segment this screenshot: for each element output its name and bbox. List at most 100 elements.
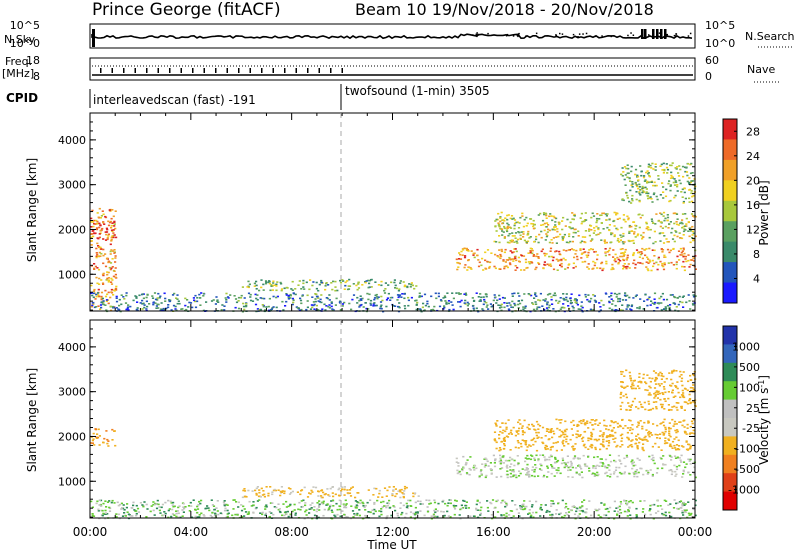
velocity-frame [89, 319, 696, 519]
colorbar-tick-4: -25 [742, 422, 760, 435]
power-yticks: 1000 2000 3000 4000 [58, 121, 695, 311]
cpid-label: CPID [6, 91, 38, 105]
xtick-label-6: 00:00 [678, 525, 713, 539]
colorbar-tick-0: 1000 [732, 340, 760, 353]
colorbar-swatch-1 [723, 344, 737, 364]
freq-tick-top: 18 [26, 54, 40, 67]
data-region-5 [619, 369, 697, 411]
xtick-label-3: 12:00 [375, 525, 410, 539]
power-frame [89, 112, 696, 312]
power-ylabel: Slant Range [km] [25, 158, 39, 262]
velocity-yticks: 1000 2000 3000 4000 [58, 328, 695, 518]
colorbar-swatch-8 [723, 473, 737, 493]
data-region-1 [90, 499, 697, 520]
power-colorbar-label: Power [dB] [757, 180, 771, 245]
cpid-row: CPID interleavedscan (fast) -191 twofsou… [6, 84, 490, 110]
data-region-2 [241, 485, 420, 499]
power-xticks [89, 113, 696, 311]
xtick-label-5: 20:00 [577, 525, 612, 539]
colorbar-swatch-2 [723, 362, 737, 382]
data-region-5 [493, 211, 697, 245]
nave-tick-bottom: 0 [705, 70, 712, 83]
ytick-label-3: 4000 [58, 134, 86, 147]
ytick-label-1: 2000 [58, 430, 86, 443]
colorbar-tick-2: 100 [739, 381, 760, 394]
nsky-trace [91, 29, 693, 47]
beam-date-title: Beam 10 19/Nov/2018 - 20/Nov/2018 [355, 0, 654, 19]
velocity-xticks: 00:00 04:00 08:00 12:00 16:00 20:00 00:00 [73, 320, 713, 539]
power-colorbar: 4 8 12 16 20 24 28 [722, 118, 760, 304]
data-region-1 [90, 220, 118, 240]
freq-panel: Freq. [MHz] 18 8 60 0 Nave [2, 54, 780, 83]
ytick-label-0: 1000 [58, 475, 86, 488]
colorbar-tick-6: 28 [746, 125, 760, 138]
nsearch-label: N.Search [745, 30, 795, 43]
data-region-6 [620, 162, 697, 204]
colorbar-swatch-4 [723, 200, 737, 222]
data-region-4 [455, 247, 697, 272]
nave-label: Nave [747, 63, 775, 76]
nave-tick-top: 60 [705, 54, 719, 67]
power-panel: Slant Range [km] 1000 2000 3000 4000 4 8 12 16… [25, 112, 771, 313]
velocity-heatmap [90, 369, 697, 520]
freq-frame [89, 57, 696, 81]
nsky-tick-bottom: 10^0 [10, 37, 40, 50]
xtick-label-1: 04:00 [174, 525, 209, 539]
nsky-spike-0 [641, 29, 644, 39]
xtick-label-0: 00:00 [73, 525, 108, 539]
colorbar-swatch-4 [723, 399, 737, 419]
data-region-3 [241, 278, 418, 292]
velocity-colorbar-label: Velocity [m s-1] [757, 375, 772, 465]
colorbar-tick-4: 20 [746, 174, 760, 187]
colorbar-tick-2: 12 [746, 223, 760, 236]
freq-dots [100, 68, 343, 73]
colorbar-swatch-3 [723, 381, 737, 401]
freq-tick-bottom: 8 [33, 70, 40, 83]
colorbar-swatch-3 [723, 180, 737, 202]
nsky-label: N.Sky [4, 33, 36, 46]
x-axis-label: Time UT [366, 538, 417, 552]
colorbar-tick-7: -1000 [728, 484, 760, 497]
station-title: Prince George (fitACF) [92, 0, 281, 20]
nsky-spike-4 [660, 29, 663, 39]
ytick-label-2: 3000 [58, 179, 86, 192]
velocity-colorbar: 1000 500 100 25 -25 -100 -500 -1000 [722, 325, 760, 511]
colorbar-tick-1: 500 [739, 361, 760, 374]
nsky-frame [89, 23, 696, 49]
colorbar-tick-0: 4 [753, 272, 760, 285]
nsky-spike-5 [664, 29, 667, 39]
nsky-spike-3 [656, 29, 659, 39]
cpid-segment-2: twofsound (1-min) 3505 [345, 84, 490, 98]
colorbar-swatch-0 [723, 119, 737, 140]
freq-label-2: [MHz] [2, 67, 34, 80]
ytick-label-0: 1000 [58, 268, 86, 281]
nsky-tick-top: 10^5 [10, 19, 40, 32]
ytick-label-3: 4000 [58, 341, 86, 354]
colorbar-tick-5: 24 [746, 150, 760, 163]
nsky-line [91, 33, 693, 40]
colorbar-tick-3: 16 [746, 199, 760, 212]
colorbar-swatch-8 [723, 282, 737, 304]
colorbar-swatch-6 [723, 436, 737, 456]
colorbar-tick-3: 25 [746, 402, 760, 415]
data-region-0 [90, 428, 117, 447]
xtick-label-2: 08:00 [274, 525, 309, 539]
colorbar-tick-5: -100 [735, 443, 760, 456]
colorbar-swatch-2 [723, 159, 737, 181]
data-region-3 [455, 454, 697, 479]
velocity-ylabel: Slant Range [km] [25, 368, 39, 472]
nsearch-tick-bottom: 10^0 [705, 37, 735, 50]
colorbar-swatch-7 [723, 262, 737, 284]
nsky-panel: N.Sky 10^5 10^0 N.Search 10^5 10^0 [4, 19, 795, 50]
colorbar-swatch-0 [723, 326, 737, 345]
colorbar-swatch-6 [723, 241, 737, 263]
ytick-label-1: 2000 [58, 223, 86, 236]
nsearch-tick-top: 10^5 [705, 19, 735, 32]
colorbar-tick-1: 8 [753, 248, 760, 261]
power-heatmap [90, 162, 697, 313]
colorbar-swatch-5 [723, 418, 737, 437]
colorbar-swatch-7 [723, 454, 737, 474]
nsky-spike-1 [644, 29, 647, 39]
